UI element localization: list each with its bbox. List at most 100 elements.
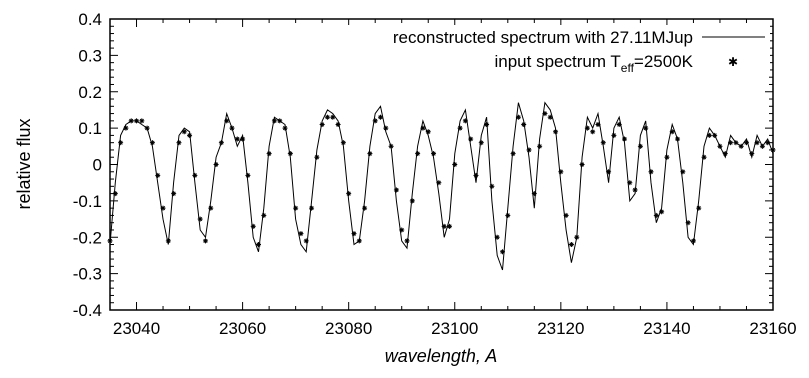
input-spectrum-point [208, 205, 214, 211]
input-spectrum-point [643, 125, 649, 131]
input-spectrum-point [743, 140, 749, 146]
input-spectrum-point [765, 140, 771, 146]
x-tick-label: 23160 [749, 319, 796, 338]
reconstructed-spectrum-series [109, 101, 774, 271]
input-spectrum-point [250, 223, 256, 229]
input-spectrum-point [446, 223, 452, 229]
input-spectrum-point [149, 140, 155, 146]
input-spectrum-point [712, 132, 718, 138]
input-spectrum-point [160, 205, 166, 211]
input-spectrum-point [706, 132, 712, 138]
input-spectrum-point [351, 231, 357, 237]
input-spectrum-point [314, 154, 320, 160]
input-spectrum-point [728, 140, 734, 146]
input-spectrum-point [266, 151, 272, 157]
input-spectrum-point [770, 147, 776, 153]
input-spectrum-point [675, 136, 681, 142]
input-spectrum-point [335, 121, 341, 127]
input-spectrum-point [754, 140, 760, 146]
input-spectrum-point [627, 180, 633, 186]
x-axis-ticks: 23040 23060 23080 23100 23120 23140 23160 [109, 19, 797, 338]
legend: reconstructed spectrum with 27.11MJup in… [260, 25, 770, 75]
input-spectrum-point [595, 121, 601, 127]
y-tick-label: 0.1 [78, 119, 102, 138]
y-tick-label: 0.4 [78, 10, 102, 29]
input-spectrum-point [404, 238, 410, 244]
input-spectrum-point [648, 169, 654, 175]
input-spectrum-point [192, 172, 198, 178]
x-tick-label: 23120 [537, 319, 584, 338]
input-spectrum-point [118, 140, 124, 146]
input-spectrum-point [568, 242, 574, 248]
input-spectrum-point [717, 143, 723, 149]
input-spectrum-point [367, 151, 373, 157]
input-spectrum-point [542, 111, 548, 117]
x-tick-label: 23100 [431, 319, 478, 338]
input-spectrum-point [669, 129, 675, 135]
input-spectrum-point [181, 129, 187, 135]
input-spectrum-point [346, 191, 352, 197]
input-spectrum-point [462, 118, 468, 124]
input-spectrum-point [123, 125, 129, 131]
input-spectrum-point [632, 187, 638, 193]
input-spectrum-point [107, 238, 113, 244]
y-axis-title: relative flux [14, 118, 34, 209]
input-spectrum-point [197, 216, 203, 222]
input-spectrum-point [176, 140, 182, 146]
input-spectrum-point [701, 154, 707, 160]
input-spectrum-point [547, 114, 553, 120]
input-spectrum-point [330, 114, 336, 120]
input-spectrum-point [144, 125, 150, 131]
input-spectrum-point [293, 205, 299, 211]
input-spectrum-point [484, 121, 490, 127]
x-axis-title: wavelength, A [385, 346, 497, 366]
input-spectrum-point [282, 125, 288, 131]
input-spectrum-point [452, 162, 458, 167]
input-spectrum-point [468, 136, 474, 142]
input-spectrum-point [478, 140, 484, 146]
input-spectrum-point [372, 118, 378, 124]
input-spectrum-point [457, 125, 463, 131]
input-spectrum-point [621, 136, 627, 142]
y-tick-label: 0 [93, 156, 102, 175]
input-spectrum-point [298, 231, 304, 237]
input-spectrum-point [441, 223, 447, 229]
input-spectrum-point [637, 143, 643, 149]
input-spectrum-point [340, 140, 346, 146]
input-spectrum-point [749, 151, 755, 157]
input-spectrum-point [362, 205, 368, 211]
x-tick-label: 23060 [219, 319, 266, 338]
input-spectrum-point [499, 249, 505, 255]
input-spectrum-point [521, 121, 527, 127]
input-spectrum-point [659, 209, 665, 215]
y-tick-label: -0.1 [73, 192, 102, 211]
input-spectrum-point [531, 191, 537, 197]
input-spectrum-point [563, 212, 569, 218]
input-spectrum-point [245, 172, 251, 178]
input-spectrum-point [155, 172, 161, 178]
input-spectrum-point [436, 180, 442, 186]
input-spectrum-point [112, 191, 118, 197]
input-spectrum-point [187, 132, 193, 138]
y-tick-label: -0.2 [73, 228, 102, 247]
input-spectrum-point [139, 118, 145, 124]
input-spectrum-point [420, 125, 426, 131]
input-spectrum-point [696, 205, 702, 211]
input-spectrum-point [393, 187, 399, 193]
input-spectrum-point [388, 143, 394, 149]
input-spectrum-point [271, 118, 277, 124]
input-spectrum-point [606, 169, 612, 175]
input-spectrum-point [256, 242, 262, 248]
input-spectrum-point [733, 140, 739, 146]
input-spectrum-point [383, 125, 389, 131]
x-tick-label: 23040 [113, 319, 160, 338]
input-spectrum-point [685, 220, 691, 226]
legend-line-label: reconstructed spectrum with 27.11MJup [393, 28, 693, 47]
input-spectrum-point [165, 238, 171, 244]
x-tick-label: 23080 [325, 319, 372, 338]
input-spectrum-point [579, 162, 585, 167]
legend-points-label-sub: eff [621, 61, 635, 75]
input-spectrum-point [425, 129, 431, 135]
input-spectrum-point [510, 151, 516, 157]
